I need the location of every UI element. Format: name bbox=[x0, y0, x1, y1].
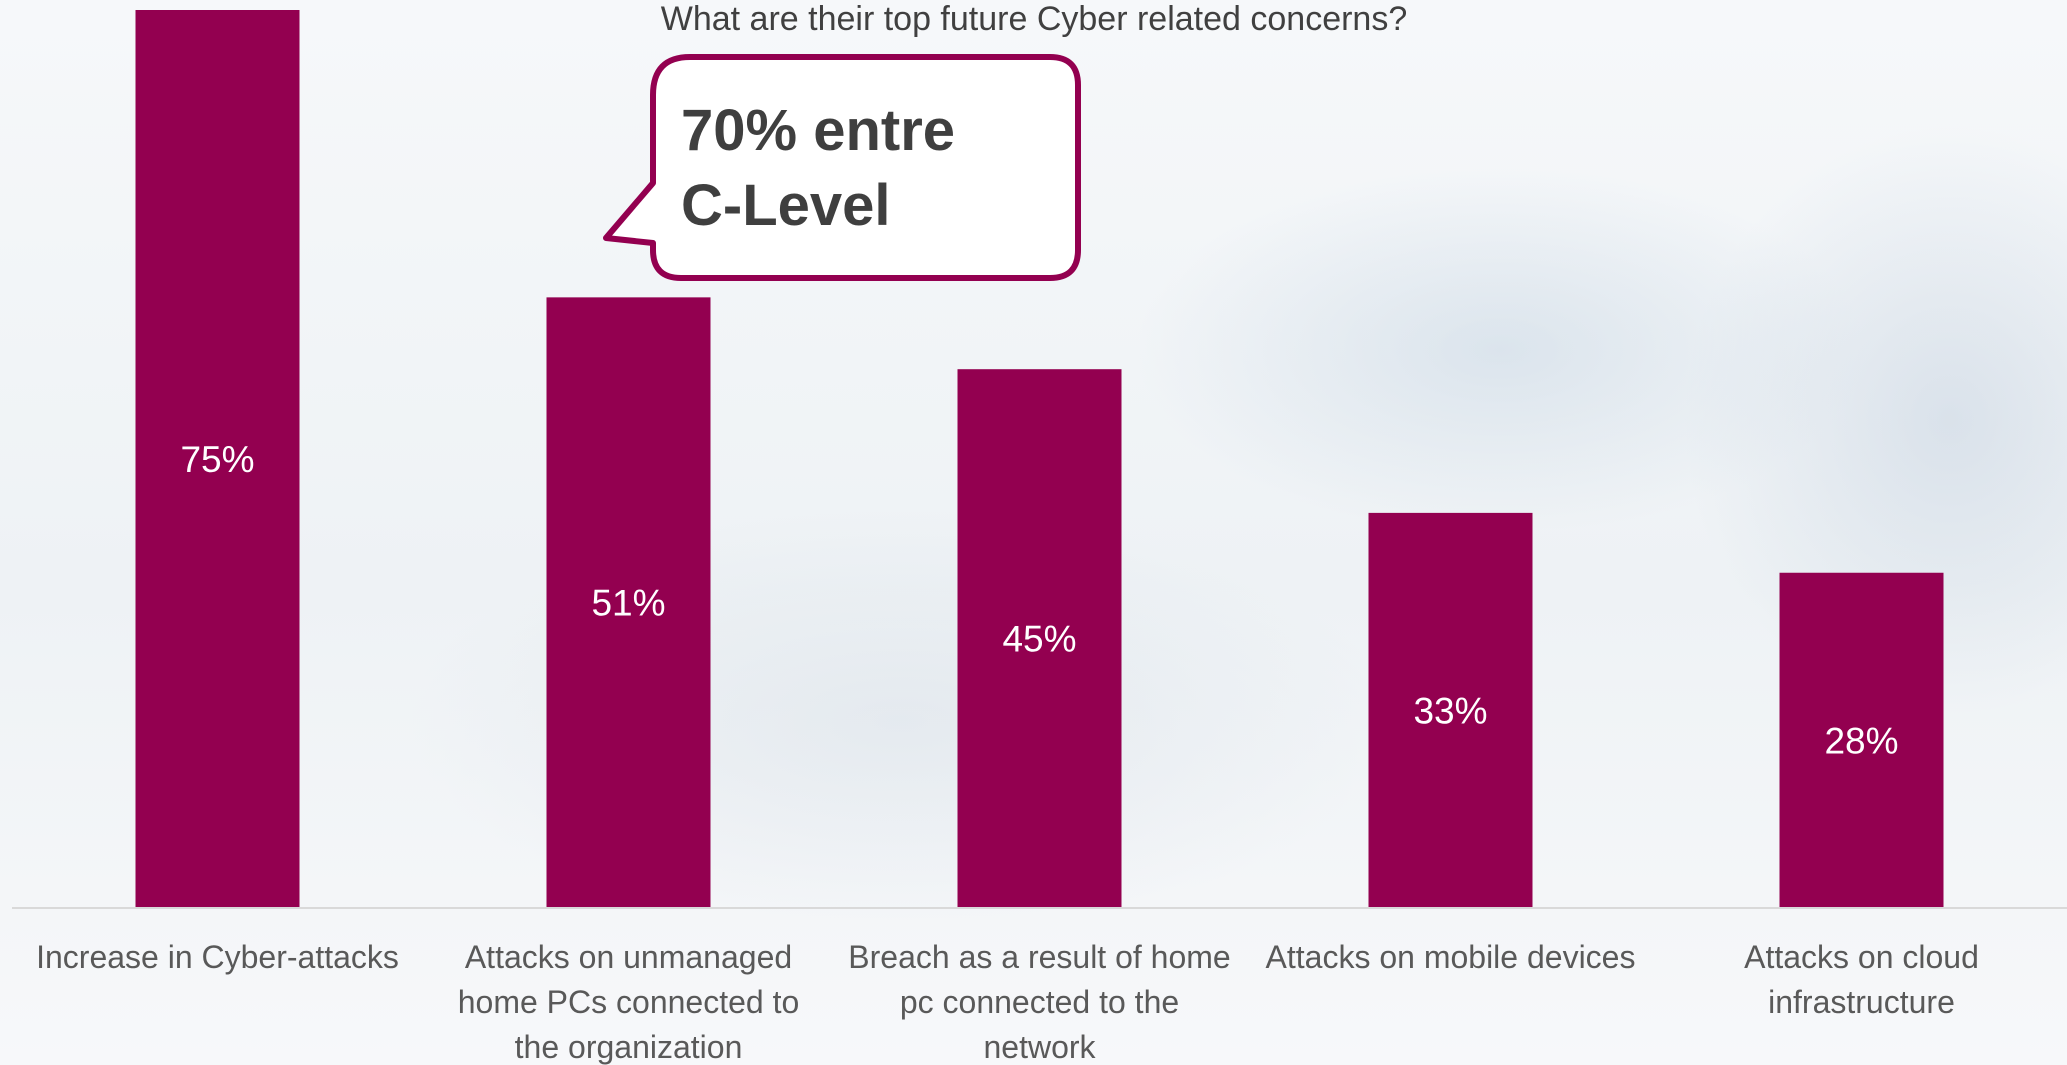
category-label-2-line-2: network bbox=[983, 1029, 1096, 1065]
chart-title: What are their top future Cyber related … bbox=[661, 0, 1408, 38]
callout-text: 70% entre C-Level bbox=[681, 98, 971, 238]
category-label-1: Attacks on unmanaged home PCs connected t… bbox=[458, 939, 800, 1065]
callout-line-2: C-Level bbox=[681, 173, 891, 238]
category-label-4: Attacks on cloud infrastructure bbox=[1744, 939, 1979, 1020]
callout-line-1: 70% entre bbox=[681, 98, 955, 163]
bars-group bbox=[135, 10, 1944, 908]
bar-2 bbox=[957, 369, 1122, 908]
category-label-3: Attacks on mobile devices bbox=[1266, 939, 1636, 975]
category-label-2: Breach as a result of home pc connected t… bbox=[848, 939, 1230, 1065]
category-label-0-line-0: Increase in Cyber-attacks bbox=[36, 939, 399, 975]
category-label-3-line-0: Attacks on mobile devices bbox=[1266, 939, 1636, 975]
callout: 70% entre C-Level bbox=[603, 54, 1081, 281]
category-label-2-line-1: pc connected to the bbox=[900, 984, 1179, 1020]
value-label-2: 45% bbox=[1002, 619, 1076, 660]
category-labels-group: Increase in Cyber-attacks Attacks on unma… bbox=[36, 939, 1979, 1065]
bar-3 bbox=[1368, 512, 1533, 908]
bar-4 bbox=[1779, 572, 1944, 908]
category-label-0: Increase in Cyber-attacks bbox=[36, 939, 399, 975]
callout-bubble bbox=[603, 54, 1081, 281]
value-label-0: 75% bbox=[180, 439, 254, 480]
category-label-4-line-0: Attacks on cloud bbox=[1744, 939, 1979, 975]
bar-0 bbox=[135, 10, 300, 908]
value-label-1: 51% bbox=[591, 583, 665, 624]
value-label-4: 28% bbox=[1824, 720, 1898, 761]
category-label-1-line-2: the organization bbox=[515, 1029, 743, 1065]
value-labels-group: 75% 51% 45% 33% 28% bbox=[180, 439, 1898, 761]
category-label-1-line-1: home PCs connected to bbox=[458, 984, 800, 1020]
bar-1 bbox=[546, 297, 711, 908]
category-label-2-line-0: Breach as a result of home bbox=[848, 939, 1230, 975]
category-label-4-line-1: infrastructure bbox=[1768, 984, 1955, 1020]
category-label-1-line-0: Attacks on unmanaged bbox=[465, 939, 792, 975]
value-label-3: 33% bbox=[1413, 690, 1487, 731]
